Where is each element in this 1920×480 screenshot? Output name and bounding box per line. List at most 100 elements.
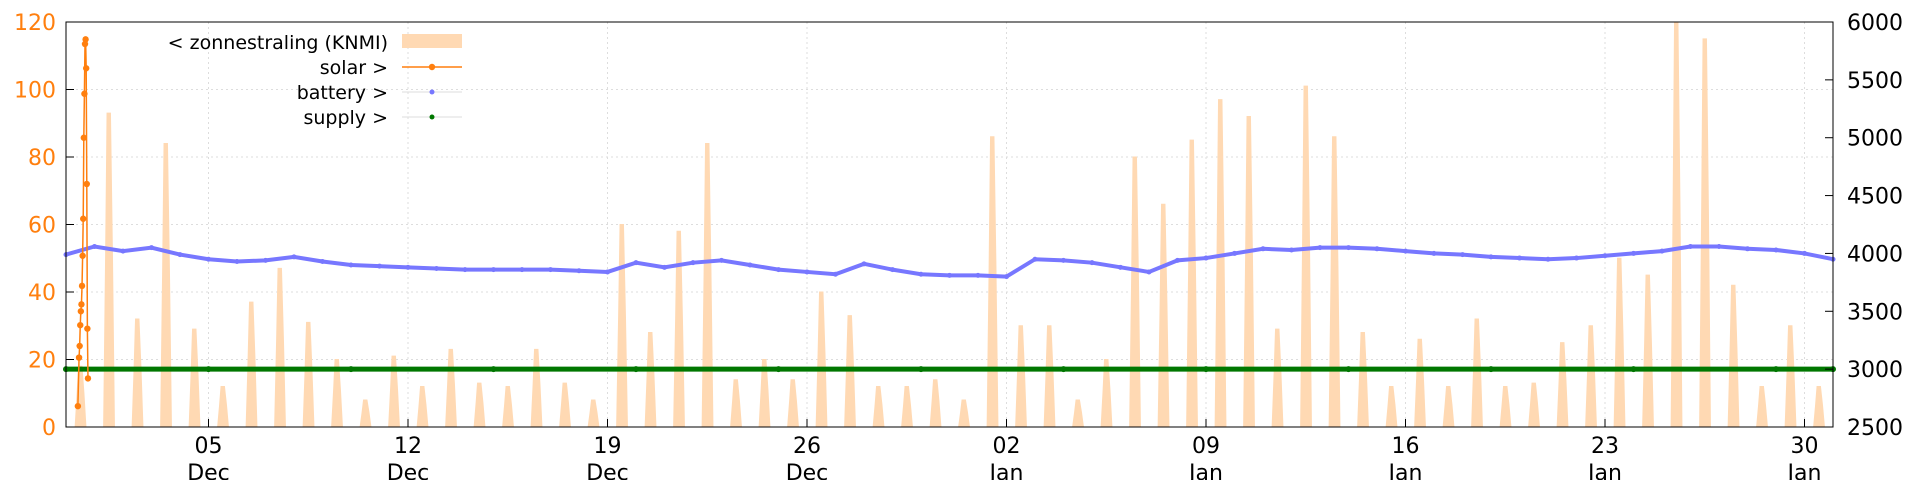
sun-day-bar: [1727, 284, 1740, 428]
battery-point: [1659, 248, 1665, 254]
sun-day-bar: [929, 379, 942, 428]
y-left-tick-label: 40: [28, 281, 56, 306]
legend-label: < zonnestraling (KNMI): [168, 32, 388, 54]
battery-point: [1802, 250, 1807, 256]
battery-point: [1745, 246, 1750, 252]
battery-point: [918, 271, 924, 277]
sun-day-bar: [730, 379, 742, 428]
sun-day-bar: [1784, 325, 1797, 428]
battery-point: [1118, 264, 1123, 270]
battery-point: [149, 245, 154, 251]
battery-point: [975, 272, 981, 278]
solar-point: [75, 354, 83, 361]
battery-point: [1346, 245, 1351, 251]
sun-day-bar: [217, 386, 229, 428]
sun-day-bar: [986, 136, 999, 428]
x-tick-day-label: 23: [1591, 434, 1619, 459]
battery-point: [1773, 247, 1779, 253]
solar-point: [84, 375, 92, 382]
battery-point: [1032, 256, 1038, 262]
battery-point: [605, 269, 610, 275]
y-left-tick-label: 0: [42, 416, 56, 441]
solar-point: [77, 321, 84, 329]
battery-point: [291, 254, 297, 260]
legend-label: battery >: [297, 82, 388, 104]
sun-day-bar: [1471, 318, 1483, 428]
sun-day-bar: [701, 143, 714, 428]
axes: 0204060801001202500300035004000450050005…: [14, 11, 1903, 480]
battery-point: [1403, 248, 1408, 254]
battery-point: [1574, 255, 1579, 261]
battery-point: [348, 262, 354, 268]
solar-series: [74, 36, 92, 410]
sun-day-bar: [473, 382, 486, 428]
battery-point: [1517, 255, 1522, 261]
battery-series: [63, 243, 1836, 280]
battery-point: [1232, 250, 1237, 256]
supply-point: [205, 366, 212, 373]
legend-swatch-point: [428, 63, 436, 71]
x-tick-day-label: 02: [993, 434, 1021, 459]
sun-day-bar: [188, 328, 201, 428]
supply-point: [490, 366, 497, 373]
supply-point: [633, 366, 639, 373]
x-tick-day-label: 19: [594, 434, 622, 459]
battery-point: [177, 252, 183, 258]
solar-point: [78, 282, 86, 290]
sun-day-bar: [1186, 139, 1198, 428]
y-right-tick-label: 4500: [1847, 185, 1903, 210]
x-tick-month-label: Dec: [786, 461, 829, 480]
supply-series: [63, 366, 1836, 373]
battery-point: [576, 268, 582, 274]
sun-day-bar: [559, 382, 571, 428]
supply-point: [1345, 366, 1352, 373]
battery-point: [1004, 274, 1009, 280]
battery-point: [519, 267, 525, 273]
sun-day-bar: [245, 301, 258, 428]
sun-day-bar: [416, 386, 429, 428]
sun-day-bar: [1129, 156, 1141, 428]
battery-point: [263, 257, 268, 263]
y-left-tick-label: 80: [28, 146, 56, 171]
sun-day-bar: [872, 386, 885, 428]
sun-day-bar: [1300, 85, 1312, 428]
sun-day-bar: [1043, 325, 1056, 428]
battery-point: [1175, 257, 1180, 263]
battery-point: [776, 267, 781, 273]
sun-day-bar: [587, 399, 600, 428]
x-tick-day-label: 30: [1791, 434, 1819, 459]
solar-point: [84, 325, 91, 332]
sun-day-bar: [1813, 386, 1825, 428]
battery-point: [434, 265, 439, 271]
battery-point: [1545, 256, 1551, 262]
sun-day-bar: [1385, 386, 1398, 428]
battery-point: [833, 271, 838, 277]
battery-point: [1716, 243, 1722, 249]
sun-day-bar: [1756, 386, 1768, 428]
sun-day-bar: [160, 143, 172, 428]
sun-day-bar: [1414, 338, 1426, 428]
sun-day-bar: [302, 321, 315, 428]
sun-day-bar: [901, 386, 913, 428]
supply-point: [1203, 366, 1209, 373]
sun-day-bar: [1271, 328, 1284, 428]
x-tick-day-label: 16: [1392, 434, 1420, 459]
sun-day-bar: [787, 379, 799, 428]
battery-point: [1431, 250, 1437, 256]
solar-point: [79, 252, 86, 259]
x-tick-month-label: Jan: [1786, 461, 1822, 480]
solar-point: [80, 215, 87, 222]
sun-day-bar: [1357, 332, 1369, 428]
supply-point: [918, 366, 924, 373]
sun-day-bar: [1670, 21, 1683, 428]
supply-point: [775, 366, 782, 373]
solar-point: [80, 134, 88, 141]
sun-day-bar: [644, 332, 657, 428]
solar-point: [76, 342, 83, 350]
y-right-tick-label: 5000: [1847, 127, 1903, 152]
y-right-tick-label: 3000: [1847, 358, 1903, 383]
battery-point: [548, 267, 553, 273]
x-tick-day-label: 12: [394, 434, 422, 459]
sun-day-bar: [1642, 274, 1654, 428]
